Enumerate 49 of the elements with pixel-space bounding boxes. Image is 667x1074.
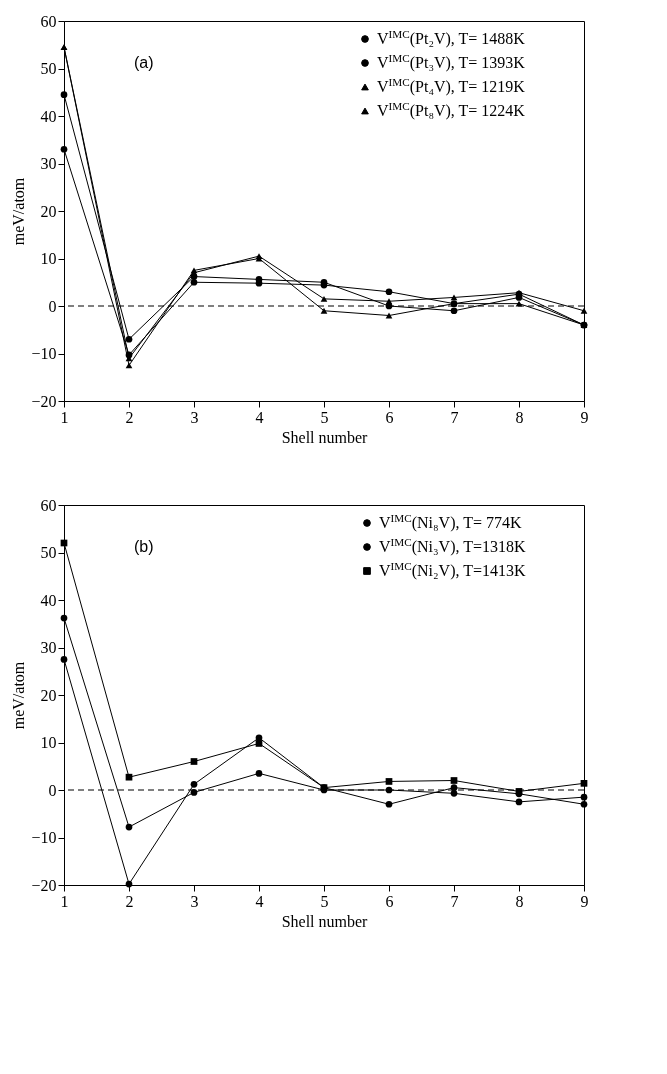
legend-label: V$^{IMC}$(Ni₃V), T=1318K [379,536,526,556]
y-tick-label: 40 [40,107,57,125]
x-tick-label: 8 [515,892,524,910]
x-tick-label: 2 [125,892,134,910]
legend-label: V$^{IMC}$(Pt₈V), T= 1224K [377,100,526,120]
y-tick-label: 50 [40,544,57,561]
x-tick-label: 7 [450,408,459,426]
y-tick-label: −10 [31,829,57,846]
y-tick-label: 30 [40,155,57,172]
y-tick-label: 10 [40,250,57,267]
x-tick-label: 8 [515,408,524,426]
x-tick-label: 6 [385,892,394,910]
x-tick-label: 2 [125,408,134,426]
legend-label: V$^{IMC}$(Pt₄V), T= 1219K [377,76,526,96]
y-tick-label: 60 [40,12,57,30]
y-tick-label: −10 [31,345,57,362]
y-tick-label: 60 [40,496,57,514]
x-axis-title: Shell number [281,428,369,446]
x-tick-label: 5 [320,408,329,426]
x-tick-label: 9 [580,408,589,426]
y-tick-label: 10 [40,734,57,751]
x-tick-label: 7 [450,892,459,910]
y-tick-label: 50 [40,60,57,77]
y-tick-label: 20 [40,202,57,220]
annotation: (a) [134,54,154,71]
y-axis-title: meV/atom [10,661,28,730]
x-tick-label: 4 [255,408,264,426]
y-axis-title: meV/atom [10,177,28,246]
x-tick-label: 3 [190,408,199,426]
y-tick-label: −20 [31,392,57,410]
legend-label: V$^{IMC}$(Ni₈V), T= 774K [379,512,522,532]
x-tick-label: 5 [320,892,329,910]
x-tick-label: 9 [580,892,589,910]
y-tick-label: 40 [40,591,57,609]
annotation: (b) [134,538,154,555]
legend-label: V$^{IMC}$(Ni₂V), T=1413K [379,560,526,580]
y-tick-label: 30 [40,639,57,656]
x-axis-title: Shell number [281,912,369,930]
x-tick-label: 1 [60,892,69,910]
y-tick-label: 20 [40,686,57,704]
y-tick-label: 0 [48,297,57,315]
legend-label: V$^{IMC}$(Pt₂V), T= 1488K [377,28,526,48]
legend-label: V$^{IMC}$(Pt₃V), T= 1393K [377,52,526,72]
y-tick-label: −20 [31,876,57,894]
x-tick-label: 3 [190,892,199,910]
x-tick-label: 1 [60,408,69,426]
x-tick-label: 6 [385,408,394,426]
x-tick-label: 4 [255,892,264,910]
y-tick-label: 0 [48,781,57,799]
